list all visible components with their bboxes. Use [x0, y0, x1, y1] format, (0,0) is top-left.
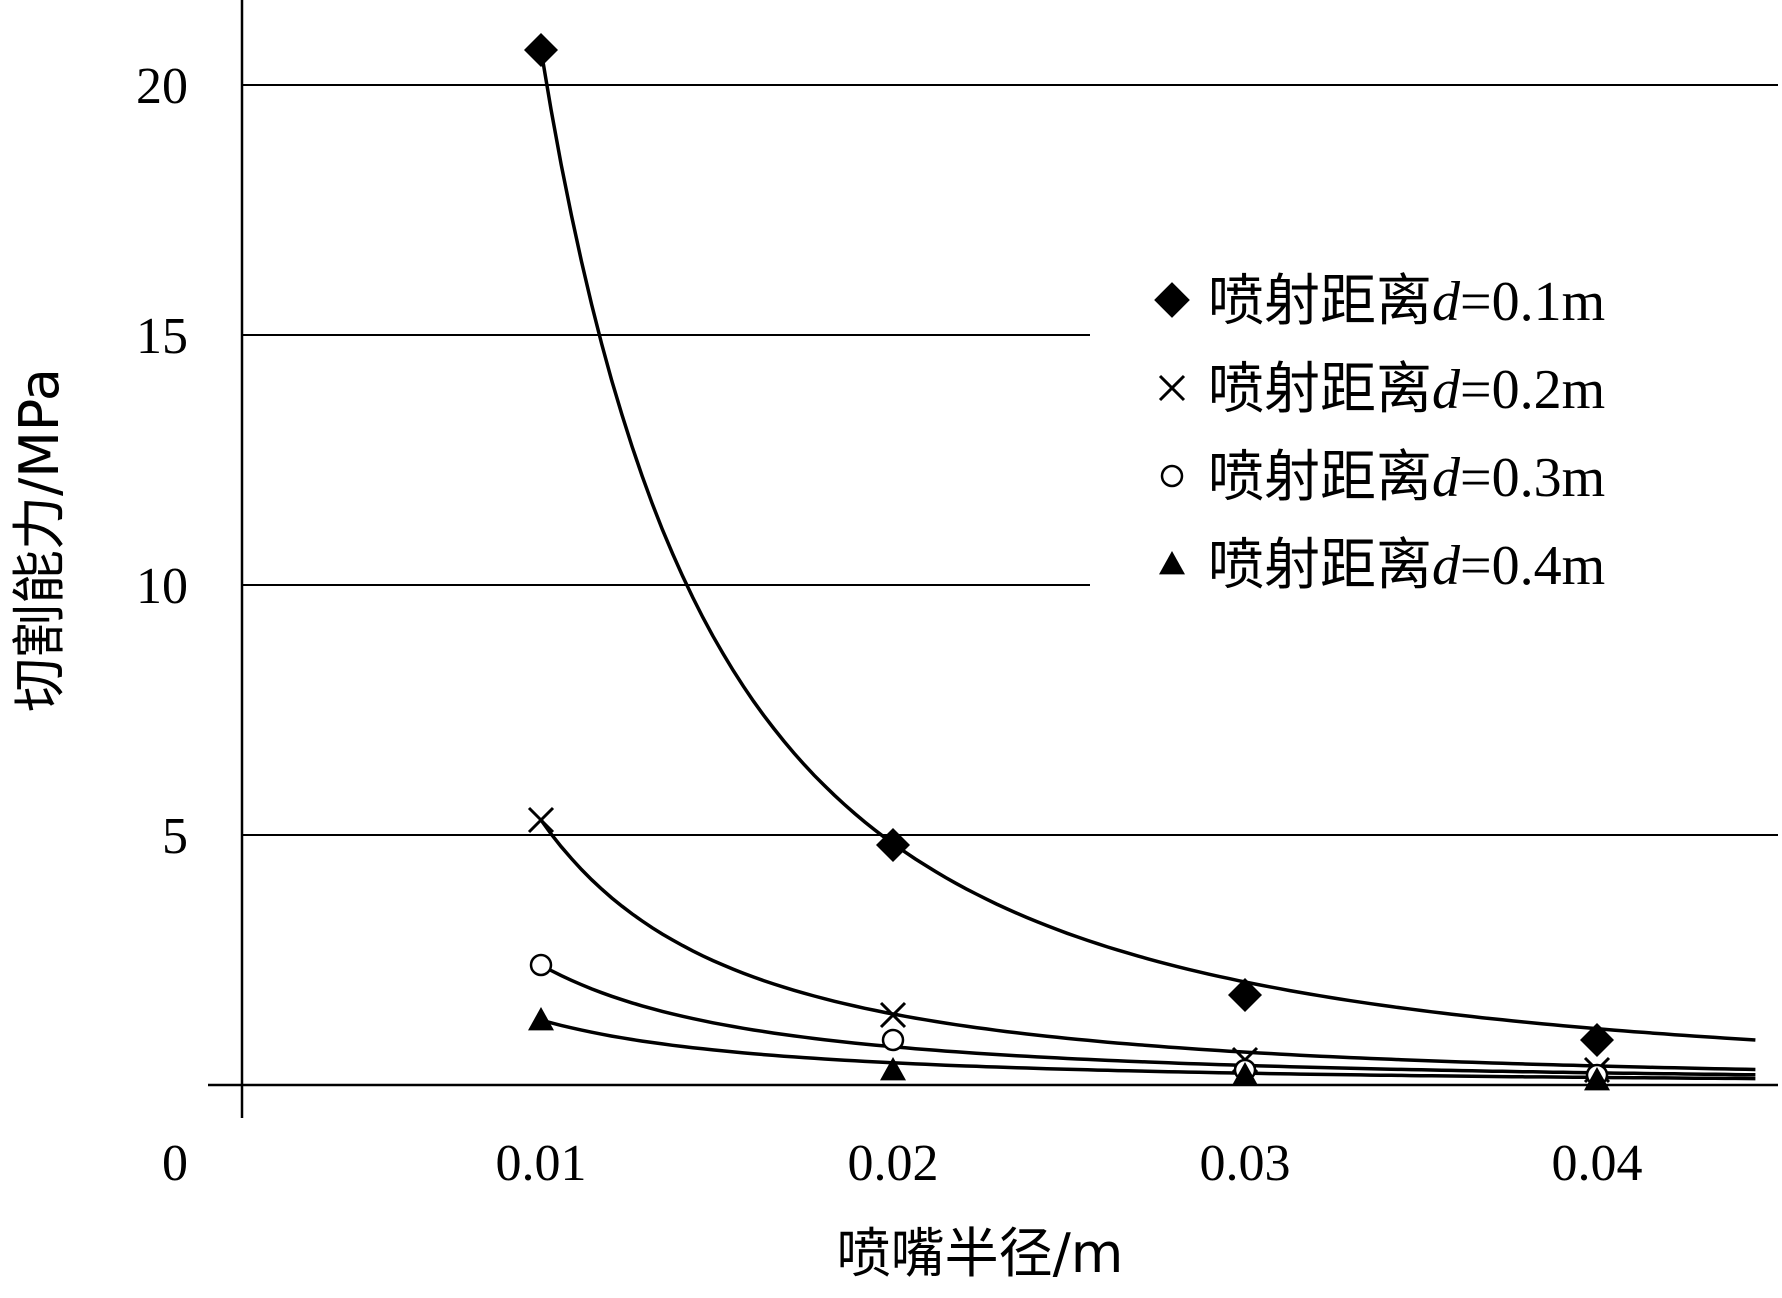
data-point-series3 [881, 1028, 905, 1052]
legend-marker-1 [1154, 282, 1190, 318]
legend-label-3: 喷射距离d=0.3m [1208, 445, 1605, 510]
data-point-series4 [1584, 1067, 1610, 1091]
axes [208, 0, 1778, 1118]
x-tick-label: 0.02 [848, 1135, 939, 1192]
data-points [524, 33, 1614, 1091]
trend-curve-1 [539, 49, 1756, 1042]
grid-lines [242, 84, 1778, 836]
data-point-series1 [1580, 1023, 1614, 1057]
trend-curve-3 [540, 963, 1756, 1077]
y-axis-label: 切割能力/MPa [8, 368, 71, 712]
legend-marker-4 [1159, 551, 1185, 575]
data-point-series2 [527, 806, 555, 834]
data-point-series2 [879, 1001, 907, 1029]
legend-label-2: 喷射距离d=0.2m [1208, 357, 1605, 422]
y-tick-label: 5 [162, 808, 188, 865]
x-tick-label: 0.04 [1552, 1135, 1643, 1192]
legend-marker-2 [1158, 374, 1186, 402]
legend-label-1: 喷射距离d=0.1m [1208, 269, 1605, 334]
tick-labels: 0 5 10 15 20 0.01 0.02 0.03 0.04 [136, 58, 1643, 1192]
x-tick-label: 0.01 [496, 1135, 587, 1192]
trend-curve-4 [540, 1018, 1756, 1081]
legend-label-4: 喷射距离d=0.4m [1208, 533, 1605, 598]
data-point-series1 [1228, 978, 1262, 1012]
trend-curves [539, 49, 1756, 1081]
legend-marker-3 [1160, 464, 1184, 488]
data-point-series4 [880, 1057, 906, 1081]
trend-curve-2 [539, 818, 1756, 1072]
y-tick-label: 20 [136, 58, 188, 115]
data-point-series3 [529, 953, 553, 977]
data-point-series1 [876, 828, 910, 862]
x-tick-label: 0.03 [1200, 1135, 1291, 1192]
data-point-series4 [1232, 1062, 1258, 1086]
x-axis-label: 喷嘴半径/m [837, 1222, 1124, 1285]
y-tick-label: 0 [162, 1135, 188, 1192]
legend: 喷射距离d=0.1m 喷射距离d=0.2m 喷射距离d=0.3m 喷射距离d=0.4m [1154, 269, 1605, 598]
y-tick-label: 10 [136, 558, 188, 615]
data-point-series4 [528, 1007, 554, 1031]
data-point-series1 [524, 33, 558, 67]
y-tick-label: 15 [136, 308, 188, 365]
